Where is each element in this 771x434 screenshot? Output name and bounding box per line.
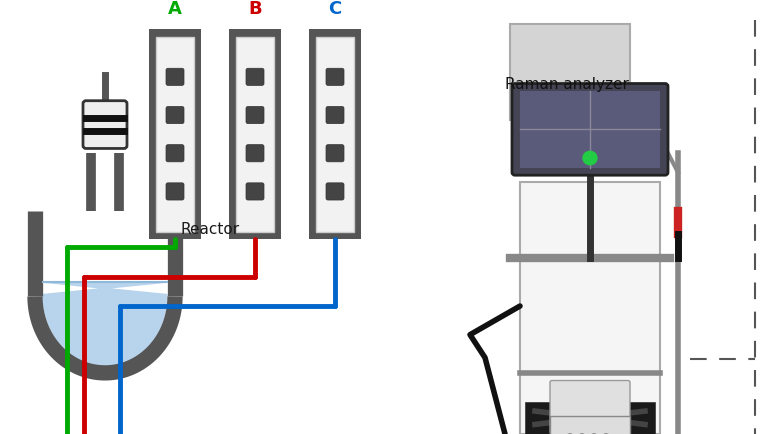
FancyBboxPatch shape	[83, 101, 127, 148]
Text: C: C	[328, 0, 342, 18]
FancyBboxPatch shape	[309, 29, 361, 239]
FancyBboxPatch shape	[525, 401, 655, 434]
FancyBboxPatch shape	[246, 106, 264, 124]
FancyBboxPatch shape	[326, 145, 344, 162]
Circle shape	[583, 151, 597, 164]
Text: Reactor: Reactor	[180, 222, 239, 237]
Text: B: B	[248, 0, 262, 18]
FancyBboxPatch shape	[520, 91, 660, 168]
FancyBboxPatch shape	[246, 68, 264, 85]
FancyBboxPatch shape	[166, 145, 184, 162]
FancyBboxPatch shape	[550, 381, 630, 434]
FancyBboxPatch shape	[510, 24, 630, 120]
Text: Raman analyzer: Raman analyzer	[505, 77, 629, 92]
Text: A: A	[168, 0, 182, 18]
FancyBboxPatch shape	[326, 183, 344, 200]
FancyBboxPatch shape	[236, 37, 274, 232]
FancyBboxPatch shape	[520, 182, 660, 434]
FancyBboxPatch shape	[316, 37, 354, 232]
FancyBboxPatch shape	[149, 29, 201, 239]
FancyBboxPatch shape	[229, 29, 281, 239]
FancyBboxPatch shape	[156, 37, 194, 232]
FancyBboxPatch shape	[246, 183, 264, 200]
FancyBboxPatch shape	[326, 68, 344, 85]
FancyBboxPatch shape	[326, 106, 344, 124]
FancyBboxPatch shape	[246, 145, 264, 162]
FancyBboxPatch shape	[166, 106, 184, 124]
FancyBboxPatch shape	[512, 83, 668, 175]
FancyBboxPatch shape	[166, 68, 184, 85]
Polygon shape	[43, 282, 167, 366]
FancyBboxPatch shape	[166, 183, 184, 200]
FancyBboxPatch shape	[550, 416, 630, 434]
